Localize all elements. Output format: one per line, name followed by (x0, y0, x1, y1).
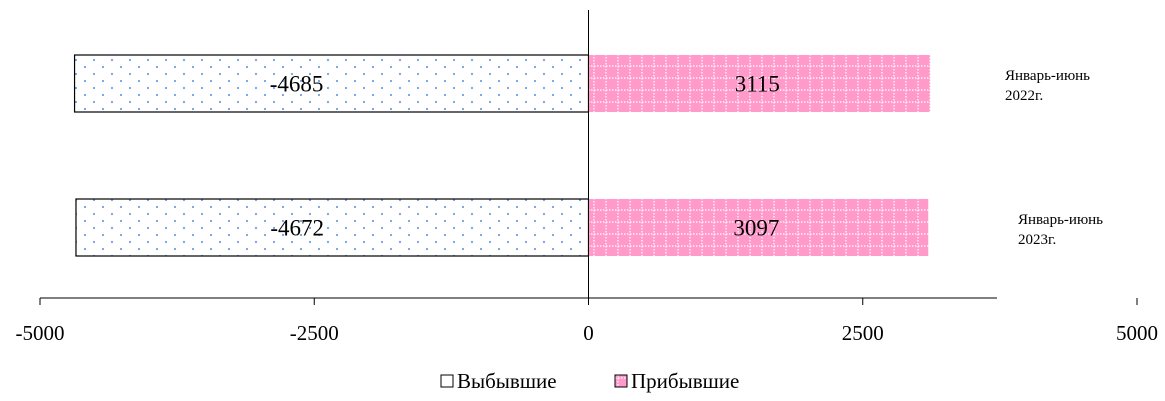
x-tick-label: 2500 (842, 321, 884, 345)
x-tick-label: -5000 (16, 321, 65, 345)
x-tick-label: 5000 (1116, 321, 1158, 345)
category-label-line: Январь-июнь (1018, 212, 1103, 228)
x-tick-label: -2500 (290, 321, 339, 345)
legend-swatch (614, 374, 628, 388)
bar-value-label: 3097 (733, 216, 779, 241)
bar-value-label: -4672 (270, 216, 324, 241)
category-label-line: Январь-июнь (1005, 68, 1090, 84)
bar-departed (75, 198, 590, 257)
bar-departed (73, 54, 590, 113)
x-tick-label: 0 (583, 321, 594, 345)
bar-arrived (588, 55, 931, 112)
legend: Выбывшие Прибывшие (440, 369, 739, 393)
bar-value-label: -4685 (270, 72, 324, 97)
legend-label: Выбывшие (457, 369, 557, 393)
legend-swatch (440, 374, 454, 388)
legend-label: Прибывшие (631, 369, 739, 393)
bar-value-label: 3115 (735, 72, 780, 97)
plot-area: -5000 -2500 0 2500 5000 -4685 3115 Январь-июнь 2… (16, 10, 1158, 345)
category-label-line: 2022г. (1005, 88, 1043, 104)
category-label-line: 2023г. (1018, 232, 1056, 248)
category-label: Январь-июнь 2023г. (1018, 212, 1103, 248)
legend-item-departed: Выбывшие (440, 369, 557, 393)
bar-arrived (588, 199, 929, 256)
category-label: Январь-июнь 2022г. (1005, 68, 1090, 104)
legend-item-arrived: Прибывшие (614, 369, 739, 393)
